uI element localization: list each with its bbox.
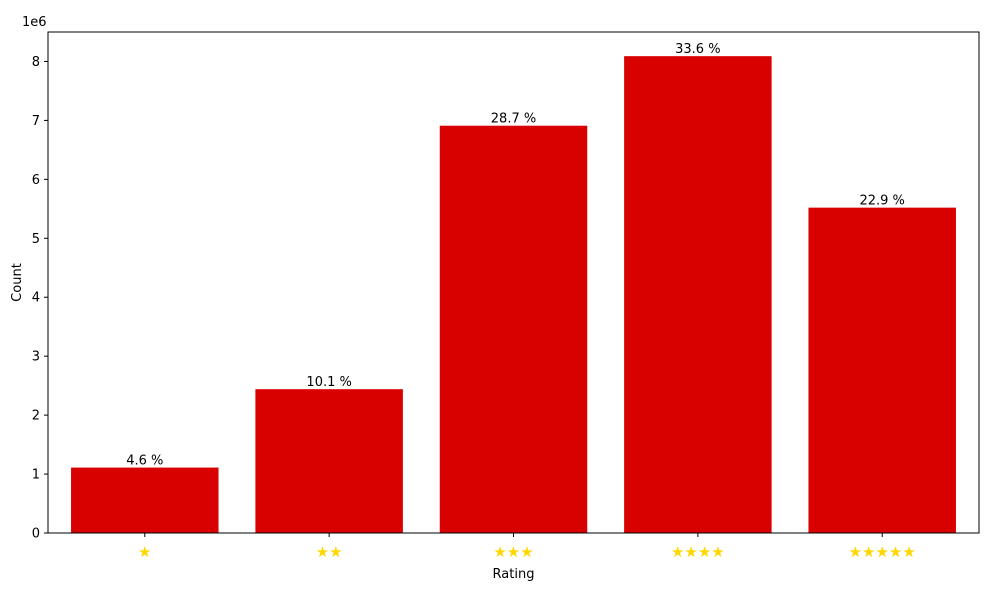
x-tick-label-1-star: ★: [138, 543, 151, 561]
x-axis: ★ ★★ ★★★ ★★★★ ★★★★★: [138, 533, 916, 561]
plot-frame: [47, 31, 980, 534]
bars-group: [71, 56, 956, 534]
bar-4-star: [624, 56, 772, 533]
x-tick-label-5-star: ★★★★★: [849, 543, 916, 561]
y-tick-label: 3: [32, 350, 40, 365]
y-tick-label: 1: [32, 468, 40, 483]
y-axis: 0 1 2 3 4 5 6 7 8: [32, 55, 48, 542]
x-axis-label: Rating: [493, 567, 535, 582]
y-tick-label: 0: [32, 527, 40, 542]
bar-value-label: 10.1 %: [306, 375, 351, 390]
bar-3-star: [439, 125, 588, 534]
bar-5-star: [808, 207, 956, 533]
x-tick-label-4-star: ★★★★: [671, 543, 725, 561]
y-tick-label: 2: [32, 409, 40, 424]
y-axis-label: Count: [10, 263, 25, 302]
y-tick-label: 7: [32, 114, 40, 129]
bar-value-label: 28.7 %: [491, 112, 536, 127]
bar-value-label: 22.9 %: [859, 194, 904, 209]
bar-1-star: [71, 467, 219, 533]
bar-labels-group: 4.6 % 10.1 % 28.7 % 33.6 % 22.9 %: [126, 42, 905, 468]
x-tick-label-2-star: ★★: [316, 543, 343, 561]
y-tick-label: 6: [32, 173, 40, 188]
y-tick-label: 5: [32, 232, 40, 247]
y-tick-label: 4: [32, 291, 40, 306]
bar-value-label: 4.6 %: [126, 454, 163, 469]
bar-2-star: [255, 389, 403, 533]
y-tick-label: 8: [32, 55, 40, 70]
y-offset-text: 1e6: [22, 15, 47, 30]
x-tick-label-3-star: ★★★: [493, 543, 533, 561]
bar-value-label: 33.6 %: [675, 42, 720, 57]
